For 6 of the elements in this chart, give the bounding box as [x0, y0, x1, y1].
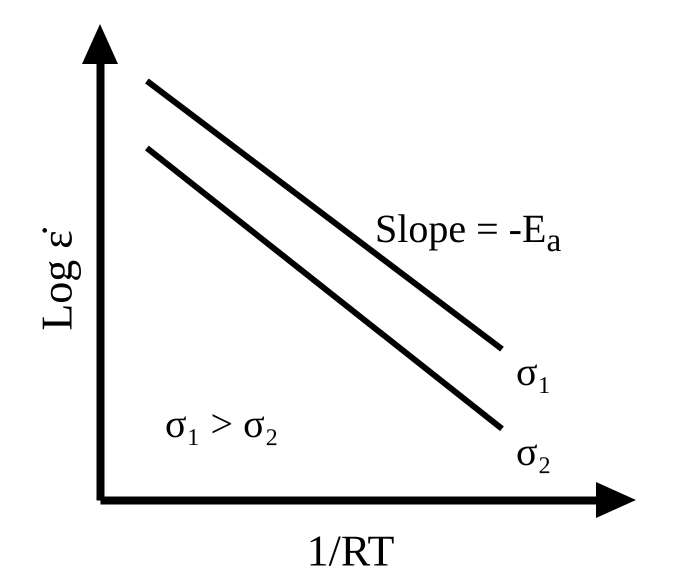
series-label: σ₁ — [516, 349, 552, 394]
series-label: σ₂ — [516, 428, 552, 474]
x-axis-title: 1/RT — [306, 526, 395, 576]
annotation: σ₁ > σ₂ — [165, 400, 279, 447]
annotation: Slope = -E$_{a}$ — [375, 205, 562, 260]
y-axis-title: Log ε̇ — [32, 227, 82, 331]
